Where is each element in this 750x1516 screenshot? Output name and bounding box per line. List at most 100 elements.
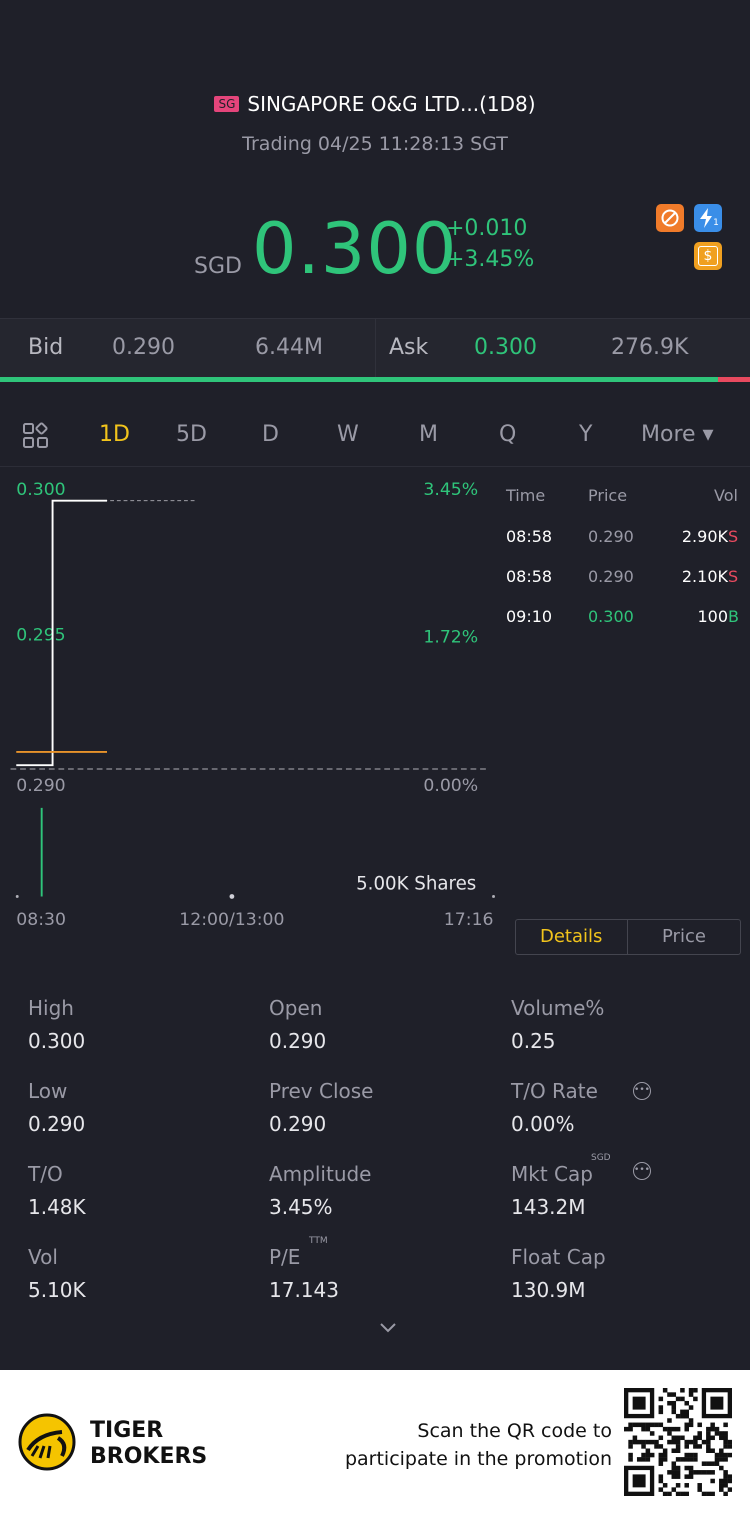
dollar-glyph: $ xyxy=(698,246,718,266)
volume-label: 5.00K Shares xyxy=(356,874,476,895)
trade-time: 08:58 xyxy=(506,527,553,546)
high-value: 0.300 xyxy=(28,1029,86,1053)
flash-icon[interactable]: 1 xyxy=(694,204,722,232)
details-price-toggle: Details Price xyxy=(515,919,741,955)
period-tabs: 1D 5D D W M Q Y More ▾ xyxy=(0,410,750,467)
turnover-label: T/O xyxy=(28,1162,63,1186)
turnover-rate-value: 0.00% xyxy=(511,1112,575,1136)
bid-ask-ratio-bar xyxy=(0,377,750,382)
trades-col-price: Price xyxy=(588,486,628,505)
flash-subscript: 1 xyxy=(713,218,719,228)
axis-dot-mid xyxy=(229,894,235,899)
last-price: 0.300 xyxy=(252,208,458,290)
brand-name-line1: TIGER xyxy=(90,1418,164,1443)
low-label: Low xyxy=(28,1079,68,1103)
trade-side: S xyxy=(728,567,739,586)
pe-value: 17.143 xyxy=(269,1278,339,1302)
bid-price: 0.290 xyxy=(112,335,175,360)
mkt-cap-value: 143.2M xyxy=(511,1195,586,1219)
tiger-logo-icon xyxy=(18,1412,76,1476)
prev-close-label: Prev Close xyxy=(269,1079,374,1103)
tab-5d[interactable]: 5D xyxy=(176,422,207,447)
pct-label-bottom: 0.00% xyxy=(423,776,478,796)
more-info-icon[interactable]: ••• xyxy=(633,1082,651,1100)
prev-close-value: 0.290 xyxy=(269,1112,327,1136)
price-change: +0.010 xyxy=(446,216,528,241)
trade-price: 0.300 xyxy=(588,607,634,626)
trade-time: 08:58 xyxy=(506,567,553,586)
promo-footer: TIGER BROKERS Scan the QR code to partic… xyxy=(0,1370,750,1516)
amplitude-value: 3.45% xyxy=(269,1195,333,1219)
mkt-cap-label: Mkt Cap xyxy=(511,1162,593,1186)
pe-label: P/E xyxy=(269,1245,301,1269)
open-value: 0.290 xyxy=(269,1029,327,1053)
price-line xyxy=(16,499,108,767)
tab-month[interactable]: M xyxy=(419,422,438,447)
trades-col-vol: Vol xyxy=(714,486,738,505)
trade-vol: 2.90K xyxy=(681,527,728,546)
qr-code[interactable] xyxy=(624,1388,733,1500)
x-label-end: 17:16 xyxy=(444,910,494,930)
expand-chevron-icon[interactable] xyxy=(378,1320,398,1339)
tab-quarter[interactable]: Q xyxy=(499,422,517,447)
more-info-icon[interactable]: ••• xyxy=(633,1162,651,1180)
stock-name: SINGAPORE O&G LTD...(1D8) xyxy=(247,92,536,116)
tab-more[interactable]: More ▾ xyxy=(641,422,714,447)
pct-label-mid: 1.72% xyxy=(423,628,478,648)
trade-vol: 100 xyxy=(697,607,728,626)
float-cap-label: Float Cap xyxy=(511,1245,606,1269)
volume-pct-label: Volume% xyxy=(511,996,605,1020)
amplitude-label: Amplitude xyxy=(269,1162,372,1186)
ask-size: 276.9K xyxy=(611,335,689,360)
tab-1d[interactable]: 1D xyxy=(99,422,130,447)
bid-size: 6.44M xyxy=(255,335,323,360)
price-change-pct: +3.45% xyxy=(446,247,535,272)
trade-side: S xyxy=(728,527,739,546)
dollar-icon[interactable]: $ xyxy=(694,242,722,270)
vol-label: Vol xyxy=(28,1245,58,1269)
y-label-top: 0.300 xyxy=(16,480,65,500)
low-value: 0.290 xyxy=(28,1112,86,1136)
trading-status: Trading 04/25 11:28:13 SGT xyxy=(242,133,508,155)
float-cap-value: 130.9M xyxy=(511,1278,586,1302)
axis-dot-start xyxy=(15,895,19,898)
high-label: High xyxy=(28,996,74,1020)
currency-label: SGD xyxy=(194,254,242,279)
trade-side: B xyxy=(728,607,739,626)
trades-col-time: Time xyxy=(506,486,546,505)
pe-ttm: TTM xyxy=(309,1236,328,1246)
bid-ratio-fill xyxy=(0,377,718,382)
tab-year[interactable]: Y xyxy=(579,422,593,447)
trade-price: 0.290 xyxy=(588,527,634,546)
ask-label: Ask xyxy=(389,335,429,360)
market-badge: SG xyxy=(214,96,240,112)
bid-label: Bid xyxy=(28,335,64,360)
tab-day[interactable]: D xyxy=(262,422,279,447)
trade-time: 09:10 xyxy=(506,607,553,626)
open-label: Open xyxy=(269,996,323,1020)
layout-grid-icon[interactable] xyxy=(22,422,50,454)
mkt-cap-currency: SGD xyxy=(591,1153,611,1163)
promo-text-line2: participate in the promotion xyxy=(344,1448,612,1470)
pct-label-top: 3.45% xyxy=(423,480,478,500)
stock-title[interactable]: SG SINGAPORE O&G LTD...(1D8) xyxy=(0,92,750,116)
axis-dot-end xyxy=(492,895,495,898)
trade-price: 0.290 xyxy=(588,567,634,586)
tab-week[interactable]: W xyxy=(337,422,359,447)
no-short-icon[interactable] xyxy=(656,204,684,232)
price-tab[interactable]: Price xyxy=(662,926,706,947)
x-label-mid: 12:00/13:00 xyxy=(179,910,284,930)
y-label-mid: 0.295 xyxy=(16,626,65,646)
vol-value: 5.10K xyxy=(28,1278,86,1302)
bid-ask-bar: Bid 0.290 6.44M Ask 0.300 276.9K xyxy=(0,318,750,379)
intraday-chart[interactable]: 0.300 0.295 0.290 3.45% 1.72% 0.00% 5.00… xyxy=(0,470,505,930)
y-label-bottom: 0.290 xyxy=(16,776,65,796)
trade-vol: 2.10K xyxy=(681,567,728,586)
promo-text-line1: Scan the QR code to xyxy=(417,1420,612,1442)
details-tab[interactable]: Details xyxy=(540,926,603,947)
ask-price: 0.300 xyxy=(474,335,537,360)
x-label-start: 08:30 xyxy=(16,910,66,930)
volume-pct-value: 0.25 xyxy=(511,1029,556,1053)
brand-name-line2: BROKERS xyxy=(90,1444,208,1469)
turnover-value: 1.48K xyxy=(28,1195,86,1219)
